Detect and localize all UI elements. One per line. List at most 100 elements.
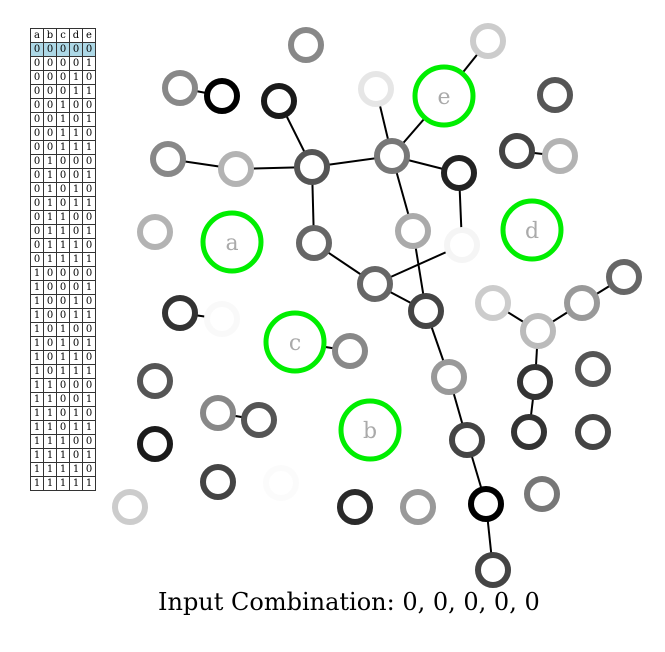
truth-table-cell: 0 xyxy=(30,42,44,57)
gate-node xyxy=(520,313,556,349)
truth-table-cell: 0 xyxy=(82,294,96,309)
truth-table-cell: 0 xyxy=(82,266,96,281)
gate-node xyxy=(408,293,444,329)
gate-node xyxy=(475,552,511,588)
gate-node xyxy=(112,489,148,525)
input-node-d: d xyxy=(500,198,564,262)
input-label: a xyxy=(225,231,238,256)
gate-node xyxy=(358,71,394,107)
gate-node xyxy=(357,266,393,302)
truth-table-cell: 1 xyxy=(82,252,96,267)
input-node-b: b xyxy=(338,398,402,462)
gate-node xyxy=(337,489,373,525)
input-combination-caption: Input Combination: 0, 0, 0, 0, 0 xyxy=(158,588,540,616)
gate-node xyxy=(294,149,330,185)
truth-table-cell: 1 xyxy=(69,476,83,491)
gate-node xyxy=(162,295,198,331)
gate-node xyxy=(395,213,431,249)
truth-table-cell: 0 xyxy=(69,42,83,57)
gate-node xyxy=(162,70,198,106)
gate-node xyxy=(204,301,240,337)
gate-node xyxy=(475,285,511,321)
gate-node xyxy=(200,395,236,431)
gate-node xyxy=(150,141,186,177)
truth-table-header: a b c d e xyxy=(30,28,96,43)
input-nodes: a b c d e xyxy=(200,64,564,462)
gate-node xyxy=(204,78,240,114)
gate-node xyxy=(218,151,254,187)
gate-node xyxy=(332,333,368,369)
gate-node xyxy=(449,422,485,458)
input-node-e: e xyxy=(412,64,476,128)
gate-node xyxy=(261,83,297,119)
input-node-c: c xyxy=(263,310,327,374)
input-ring xyxy=(200,210,264,274)
gate-node xyxy=(200,464,236,500)
input-node-a: a xyxy=(200,210,264,274)
truth-table-cell: 1 xyxy=(82,476,96,491)
truth-table-cell: 0 xyxy=(82,42,96,57)
gate-node xyxy=(575,414,611,450)
gate-node xyxy=(470,23,506,59)
gate-node xyxy=(444,227,480,263)
truth-table-cell: 1 xyxy=(56,476,70,491)
input-label: c xyxy=(289,331,301,356)
gate-node xyxy=(374,138,410,174)
input-label: b xyxy=(363,419,377,444)
gate-node xyxy=(137,214,173,250)
gate-node xyxy=(431,359,467,395)
column-header-e: e xyxy=(82,28,96,43)
gate-nodes xyxy=(112,23,642,588)
gate-node xyxy=(241,402,277,438)
gate-node xyxy=(263,465,299,501)
gate-node xyxy=(511,414,547,450)
gate-node xyxy=(517,364,553,400)
input-ring xyxy=(412,64,476,128)
gate-node xyxy=(400,489,436,525)
truth-table-cell: 0 xyxy=(43,42,57,57)
gate-node xyxy=(499,133,535,169)
input-ring xyxy=(500,198,564,262)
input-label: e xyxy=(437,85,450,110)
input-label: d xyxy=(525,219,539,244)
gate-node xyxy=(524,476,560,512)
gate-node xyxy=(441,155,477,191)
gate-node xyxy=(288,27,324,63)
input-ring xyxy=(263,310,327,374)
input-ring xyxy=(338,398,402,462)
gate-node xyxy=(542,138,578,174)
truth-table-cell: 0 xyxy=(82,434,96,449)
gate-node xyxy=(564,285,600,321)
gate-node xyxy=(537,77,573,113)
truth-table-cell: 0 xyxy=(82,350,96,365)
gate-node xyxy=(468,486,504,522)
gate-node xyxy=(137,363,173,399)
gate-node xyxy=(575,351,611,387)
gate-node xyxy=(137,426,173,462)
gate-node xyxy=(296,225,332,261)
truth-table-cell: 0 xyxy=(82,406,96,421)
gate-node xyxy=(606,259,642,295)
